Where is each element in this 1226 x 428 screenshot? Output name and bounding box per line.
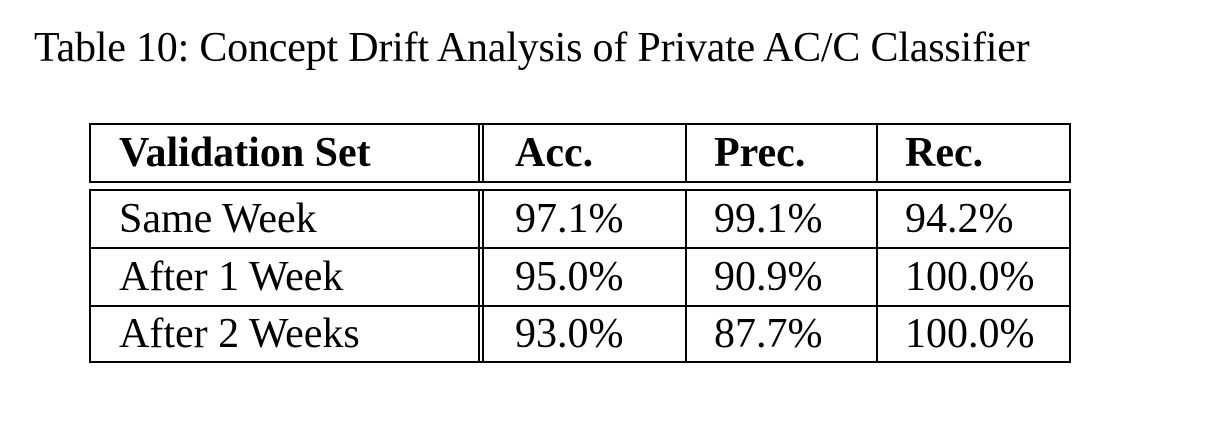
table-row: After 2 Weeks 93.0% 87.7% 100.0% (89, 305, 1071, 363)
table-header-row: Validation Set Acc. Prec. Rec. (89, 123, 1071, 183)
header-recall: Rec. (905, 130, 984, 176)
cell-accuracy: 95.0% (484, 249, 687, 305)
header-accuracy: Acc. (484, 125, 687, 181)
cell-recall: 100.0% (905, 254, 1035, 300)
cell-recall: 94.2% (905, 196, 1014, 242)
concept-drift-table: Validation Set Acc. Prec. Rec. Same Week… (89, 123, 1071, 363)
table-caption: Table 10: Concept Drift Analysis of Priv… (34, 25, 1030, 71)
cell-recall: 100.0% (905, 311, 1035, 357)
table-row: After 1 Week 95.0% 90.9% 100.0% (89, 247, 1071, 305)
cell-precision: 87.7% (687, 307, 878, 361)
cell-accuracy: 97.1% (484, 191, 687, 247)
cell-accuracy: 93.0% (484, 307, 687, 361)
cell-precision: 99.1% (687, 191, 878, 247)
header-precision: Prec. (687, 125, 878, 181)
table-row: Same Week 97.1% 99.1% 94.2% (89, 189, 1071, 247)
cell-validation-set: After 1 Week (91, 249, 484, 305)
header-validation-set: Validation Set (91, 125, 484, 181)
cell-validation-set: Same Week (91, 191, 484, 247)
cell-validation-set: After 2 Weeks (91, 307, 484, 361)
cell-precision: 90.9% (687, 249, 878, 305)
